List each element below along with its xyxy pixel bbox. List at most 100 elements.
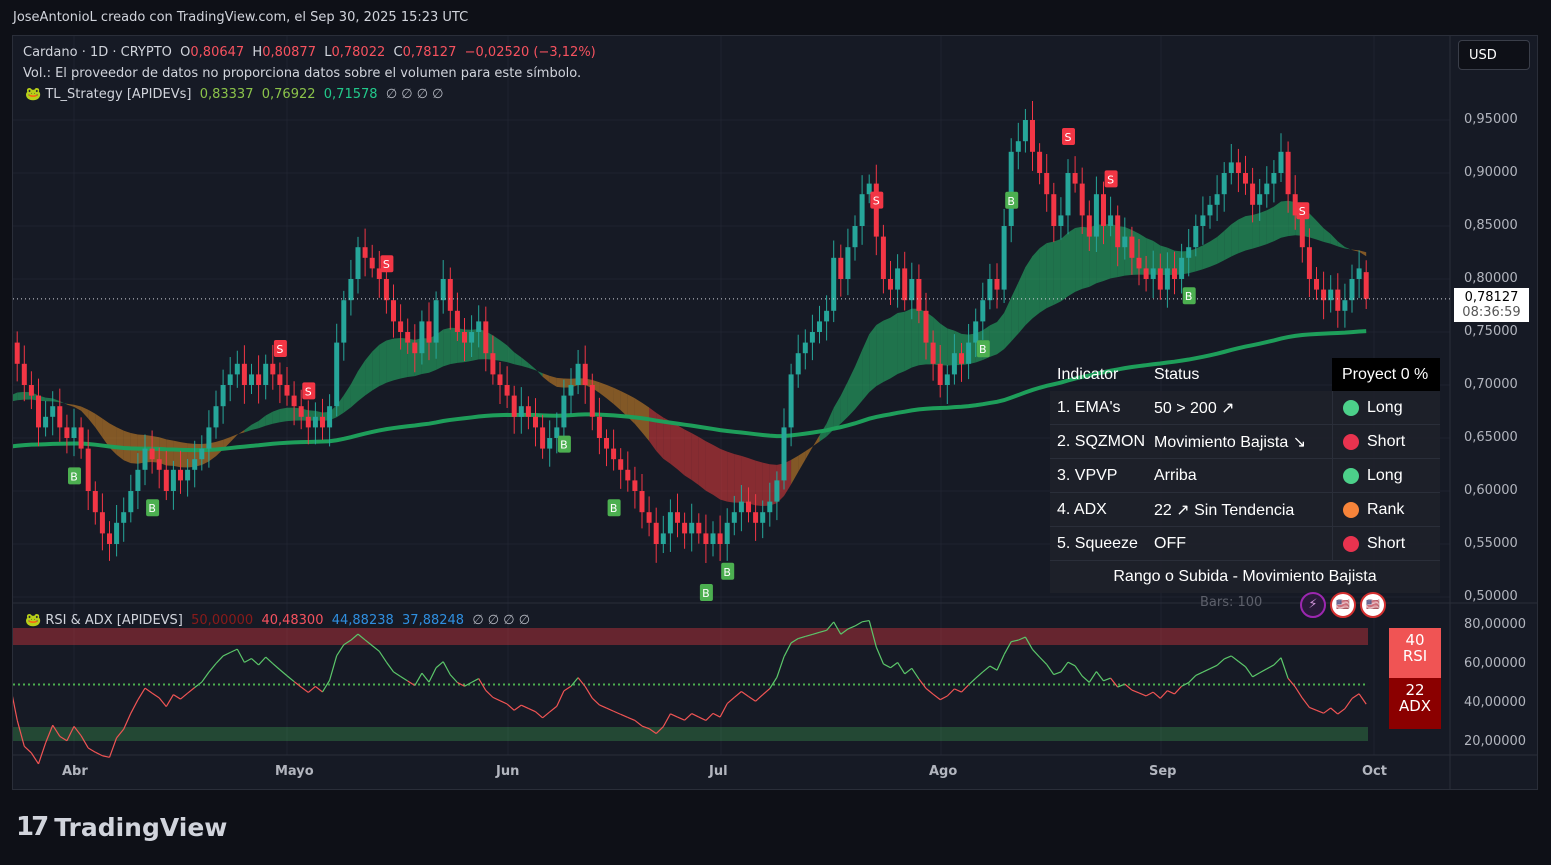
candle-body [689, 522, 695, 534]
tradingview-logo[interactable]: 𝟭𝟳 TradingView [16, 812, 227, 842]
rsi-line-segment [705, 712, 714, 721]
candle-body [738, 501, 744, 513]
adx-badge-label: ADX [1398, 697, 1432, 715]
ema-ribbon-segment [670, 421, 678, 470]
ema-ribbon-segment [1316, 220, 1324, 242]
rsi-line-segment [1024, 636, 1034, 650]
ema-ribbon-segment [1195, 245, 1203, 272]
rsi-legend[interactable]: 🐸 RSI & ADX [APIDEVS] 50,00000 40,48300 … [25, 613, 530, 628]
price-tick: 0,65000 [1464, 430, 1518, 445]
rsi-name[interactable]: RSI & ADX [APIDEVS] [45, 613, 183, 628]
rsi-line-segment [1088, 671, 1097, 683]
open-label: O [180, 45, 191, 60]
candle-body [1292, 194, 1298, 216]
strategy-legend[interactable]: 🐸 TL_Strategy [APIDEVs] 0,83337 0,76922 … [25, 87, 444, 102]
candle-body [575, 363, 581, 385]
candle-body [135, 469, 141, 491]
us-flag-event-icon[interactable]: 🇺🇸 [1360, 592, 1386, 618]
lightning-event-icon[interactable]: ⚡ [1300, 592, 1326, 618]
row-signal: Rank [1367, 500, 1405, 518]
candle-body [1001, 226, 1007, 290]
candle-body [1186, 247, 1192, 258]
rsi-line-segment [1358, 693, 1367, 705]
row-signal: Short [1367, 432, 1406, 450]
candle-body [327, 406, 333, 428]
adx-value: 44,88238 [331, 613, 394, 628]
ema-ribbon-segment [251, 420, 259, 431]
rsi-line-segment [1032, 649, 1041, 658]
candle-body [419, 321, 425, 354]
signal-marker [976, 340, 990, 358]
ema-ribbon-segment [393, 338, 401, 381]
candle-body [1214, 194, 1220, 205]
volume-note: Vol.: El proveedor de datos no proporcio… [23, 66, 582, 81]
strategy-name[interactable]: TL_Strategy [APIDEVs] [45, 87, 192, 102]
ema-ribbon-segment [698, 437, 706, 491]
candle-body [433, 300, 439, 343]
us-flag-event-icon[interactable]: 🇺🇸 [1330, 592, 1356, 618]
rsi-line-segment [385, 661, 394, 673]
candle-body [817, 321, 822, 332]
rsi-line-segment [194, 681, 203, 689]
ema-ribbon-segment [159, 437, 167, 466]
ema-ribbon-segment [1217, 230, 1225, 264]
rsi-line-segment [542, 711, 551, 719]
status-dot-icon [1343, 399, 1359, 416]
rsi-line-segment [1131, 689, 1140, 694]
rsi-overbought-band [13, 628, 1368, 645]
currency-button[interactable]: USD [1458, 40, 1530, 70]
ema-ribbon-segment [1082, 226, 1090, 289]
candle-body [1363, 272, 1369, 299]
rsi-line-segment [506, 703, 515, 711]
ema-ribbon-segment [450, 327, 458, 365]
candle-body [1342, 300, 1348, 311]
rsi-line-segment [414, 672, 423, 686]
candle-body [767, 501, 773, 513]
signal-label: B [702, 587, 710, 600]
candle-body [1200, 215, 1206, 226]
ema-ribbon-segment [1359, 250, 1367, 257]
candle-body [923, 310, 929, 343]
rsi-line-segment [954, 688, 962, 693]
candle-body [149, 448, 155, 460]
ema-ribbon-segment [713, 444, 721, 500]
header-indicator: Indicator [1057, 365, 1119, 383]
rsi-line-segment [1330, 707, 1339, 715]
rsi-line-segment [805, 633, 813, 638]
candle-body [1030, 120, 1035, 152]
symbol-title[interactable]: Cardano · 1D · CRYPTO [23, 45, 172, 60]
signal-label: B [148, 502, 156, 515]
rsi-line-segment [485, 689, 494, 698]
rsi-line-segment [1223, 655, 1232, 660]
candle-body [454, 310, 460, 332]
signal-label: S [383, 258, 390, 271]
rsi-line-segment [1280, 657, 1289, 679]
candle-body [1015, 141, 1021, 152]
signal-marker [1104, 170, 1118, 188]
time-tick: Mayo [275, 764, 314, 779]
rsi-line-segment [1337, 708, 1346, 715]
ema-200-line [13, 329, 1367, 453]
candle-body [1, 348, 6, 353]
rsi-tick: 60,00000 [1464, 656, 1527, 671]
ema-ribbon-segment [1103, 223, 1111, 281]
rsi-line-segment [662, 713, 671, 727]
ema-ribbon-segment [223, 437, 231, 450]
rsi-line-segment [66, 726, 75, 741]
ema-ribbon-segment [81, 406, 89, 419]
candle-body [873, 183, 879, 237]
ema-ribbon-segment [1160, 245, 1168, 276]
ema-ribbon-segment [59, 401, 67, 405]
ema-ribbon-segment [1075, 226, 1083, 292]
rsi-line-segment [258, 656, 267, 666]
ema-ribbon-segment [997, 312, 1005, 355]
rsi-line-segment [279, 669, 288, 677]
rsi-line-segment [840, 628, 849, 635]
candle-body [1179, 257, 1185, 279]
candle-body [604, 438, 609, 449]
rsi-line-segment [1216, 658, 1225, 666]
candle-body [1086, 215, 1092, 237]
candle-body [731, 512, 737, 523]
ema-ribbon-segment [556, 377, 564, 388]
rsi-line-segment [321, 679, 331, 693]
